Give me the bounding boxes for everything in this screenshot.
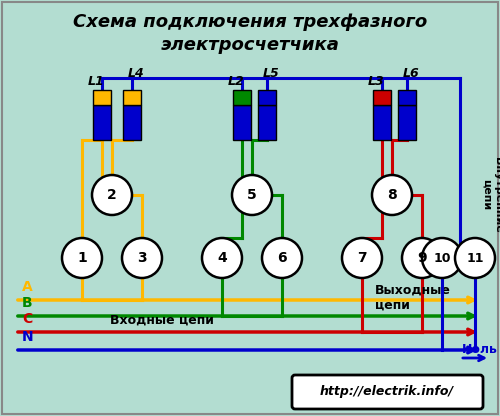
Text: 1: 1 [77, 251, 87, 265]
Bar [233, 105, 251, 140]
Text: Выходные
цепи: Выходные цепи [375, 284, 451, 312]
Bar [233, 90, 251, 105]
Bar [373, 90, 391, 105]
Bar [123, 105, 141, 140]
Text: C: C [22, 312, 32, 326]
Text: электросчетчика: электросчетчика [160, 36, 340, 54]
Text: http://electrik.info/: http://electrik.info/ [320, 386, 454, 399]
Circle shape [202, 238, 242, 278]
Text: 3: 3 [137, 251, 147, 265]
Text: 2: 2 [107, 188, 117, 202]
Text: L3: L3 [368, 75, 385, 88]
Text: B: B [22, 296, 32, 310]
Text: L4: L4 [128, 67, 145, 80]
Text: 7: 7 [357, 251, 367, 265]
Circle shape [92, 175, 132, 215]
Circle shape [122, 238, 162, 278]
Text: 8: 8 [387, 188, 397, 202]
Text: 10: 10 [433, 252, 451, 265]
Text: 11: 11 [466, 252, 484, 265]
Circle shape [62, 238, 102, 278]
Bar [93, 105, 111, 140]
Text: A: A [22, 280, 33, 294]
Bar [373, 105, 391, 140]
Bar [398, 90, 416, 105]
Text: 5: 5 [247, 188, 257, 202]
Text: N: N [22, 330, 34, 344]
Text: L5: L5 [263, 67, 280, 80]
Bar [93, 90, 111, 105]
Circle shape [455, 238, 495, 278]
Circle shape [372, 175, 412, 215]
Circle shape [402, 238, 442, 278]
Text: 9: 9 [417, 251, 427, 265]
Bar [258, 90, 276, 105]
Bar [258, 105, 276, 140]
Text: Внутренние
цепи: Внутренние цепи [481, 157, 500, 233]
Text: L6: L6 [403, 67, 420, 80]
Text: 4: 4 [217, 251, 227, 265]
Circle shape [342, 238, 382, 278]
Bar [123, 90, 141, 105]
Circle shape [232, 175, 272, 215]
Circle shape [262, 238, 302, 278]
Text: L1: L1 [88, 75, 105, 88]
Bar [398, 105, 416, 140]
Text: Ноль: Ноль [462, 343, 498, 356]
Text: L2: L2 [228, 75, 245, 88]
Text: Входные цепи: Входные цепи [110, 314, 214, 327]
Circle shape [422, 238, 462, 278]
Text: Схема подключения трехфазного: Схема подключения трехфазного [73, 13, 427, 31]
Text: 6: 6 [277, 251, 287, 265]
FancyBboxPatch shape [292, 375, 483, 409]
